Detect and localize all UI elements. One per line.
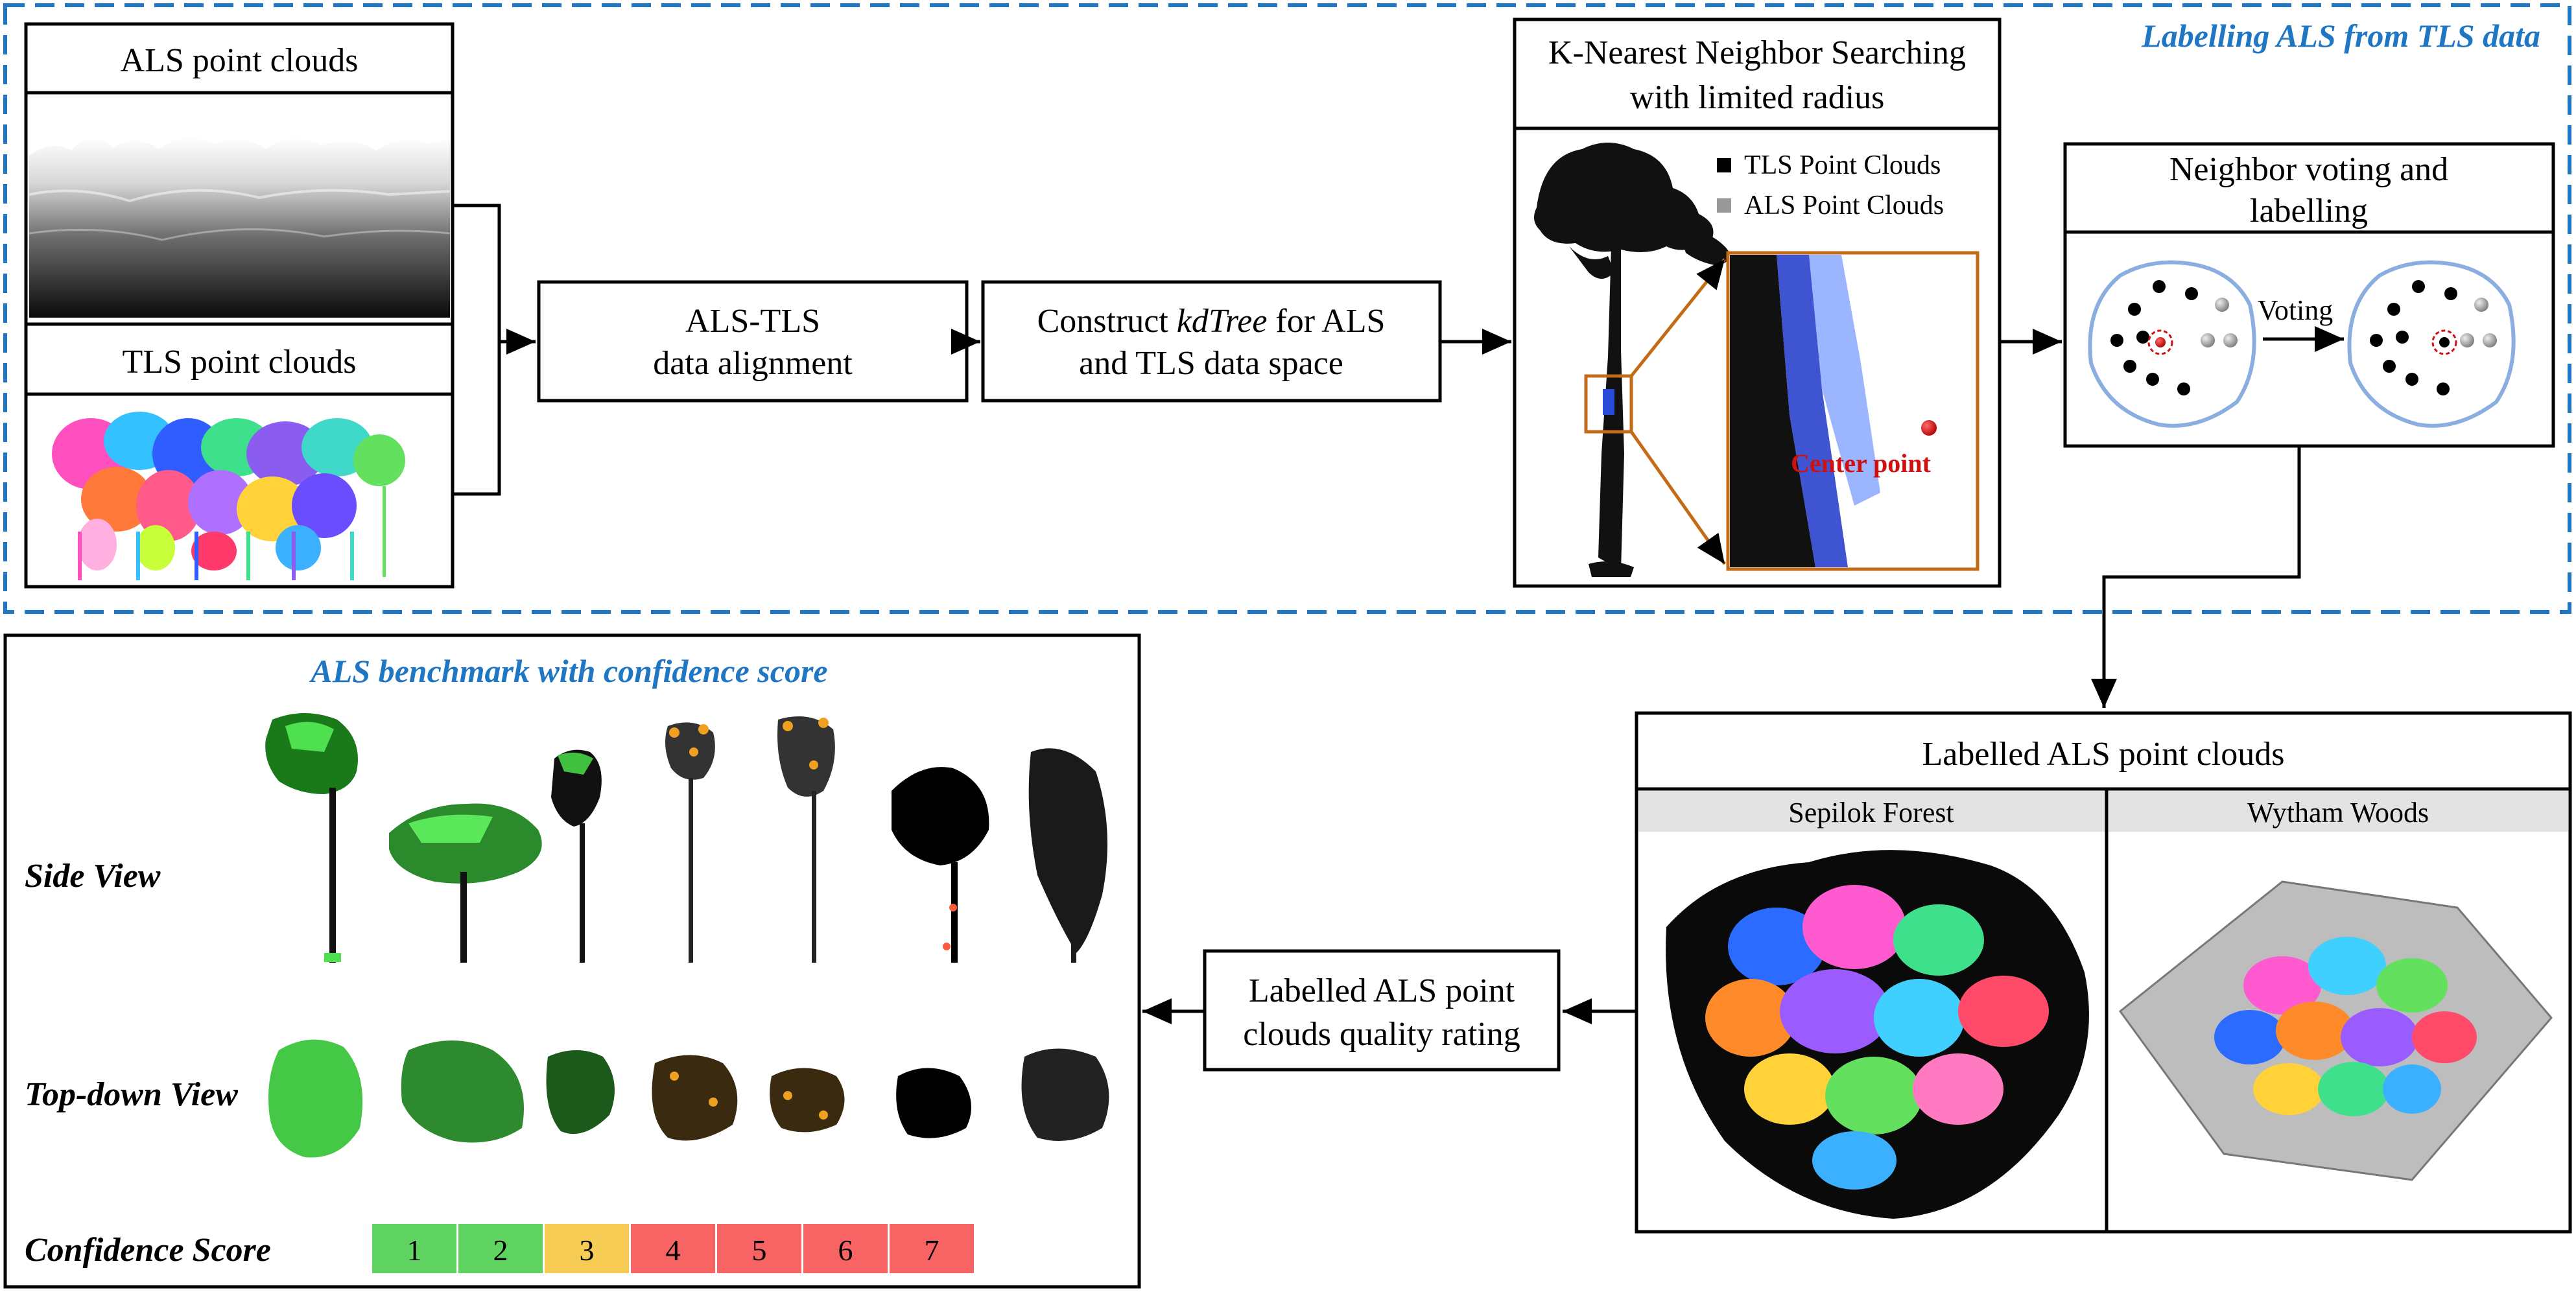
- side-tree-1: [265, 713, 358, 963]
- kdtree-label-line2: and TLS data space: [1079, 345, 1343, 382]
- benchmark-title: ALS benchmark with confidence score: [309, 653, 827, 689]
- score-cell-6: [803, 1224, 888, 1273]
- sepilok-forest-point-cloud: [1666, 850, 2089, 1219]
- topdown-tree-4: [652, 1055, 738, 1141]
- confidence-score-bar: 1 2 3 4 5 6 7: [372, 1224, 974, 1273]
- svg-text:Construct kdTree for ALS: Construct kdTree for ALS: [1037, 303, 1386, 340]
- knn-step-panel: K-Nearest Neighbor Searching with limite…: [1513, 18, 2002, 588]
- score-value-4: 4: [666, 1234, 681, 1267]
- als-input-panel: ALS point clouds: [24, 22, 455, 326]
- sepilok-forest-label: Sepilok Forest: [1788, 797, 1954, 828]
- side-tree-7: [1028, 748, 1107, 963]
- labelling-region-title: Labelling ALS from TLS data: [2141, 18, 2540, 54]
- alignment-step-box: ALS-TLS data alignment: [537, 280, 969, 403]
- score-value-6: 6: [838, 1234, 853, 1267]
- score-cell-3: [545, 1224, 629, 1273]
- voting-step-panel: Neighbor voting and labelling Voting: [2063, 142, 2555, 448]
- tls-point-cloud-image: [52, 412, 405, 580]
- tls-input-panel: TLS point clouds: [24, 322, 455, 589]
- als-point-cloud-image: [29, 137, 451, 318]
- legend-tls-label: TLS Point Clouds: [1744, 150, 1941, 180]
- zoom-line-bottom: [1629, 430, 1727, 565]
- kdtree-step-box: Construct kdTree for ALS and TLS data sp…: [981, 280, 1442, 403]
- score-cell-4: [631, 1224, 715, 1273]
- als-input-label: ALS point clouds: [121, 42, 359, 79]
- neighborhood-after-voting: [2347, 260, 2516, 428]
- side-tree-2: [389, 803, 542, 963]
- score-value-7: 7: [925, 1234, 939, 1267]
- voting-title-line1: Neighbor voting and: [2169, 151, 2448, 188]
- confidence-score-label: Confidence Score: [25, 1232, 271, 1269]
- alignment-label-line2: data alignment: [653, 345, 853, 382]
- side-view-label: Side View: [25, 858, 161, 895]
- zoom-source-marker: [1584, 374, 1633, 434]
- voting-arrow-label: Voting: [2258, 294, 2334, 326]
- quality-rating-line2: clouds quality rating: [1243, 1016, 1520, 1053]
- labelling-region-frame: [3, 3, 2571, 614]
- input-merge-connector: [453, 204, 501, 496]
- topdown-tree-6: [896, 1068, 971, 1138]
- quality-rating-box: Labelled ALS point clouds quality rating: [1203, 949, 1561, 1072]
- score-value-5: 5: [752, 1234, 767, 1267]
- labelled-als-panel: Labelled ALS point clouds Sepilok Forest…: [1635, 711, 2572, 1234]
- neighborhood-before-voting: [2088, 260, 2256, 428]
- quality-rating-line1: Labelled ALS point: [1249, 972, 1515, 1009]
- wytham-woods-point-cloud: [2118, 880, 2553, 1181]
- score-value-2: 2: [493, 1234, 508, 1267]
- alignment-label-line1: ALS-TLS: [685, 303, 820, 340]
- topdown-tree-1: [268, 1039, 363, 1158]
- topdown-tree-3: [546, 1050, 615, 1134]
- knn-title-line2: with limited radius: [1630, 79, 1885, 116]
- topdown-tree-7: [1021, 1048, 1109, 1141]
- benchmark-panel: ALS benchmark with confidence score Side…: [3, 633, 1141, 1289]
- side-tree-6: [892, 767, 989, 963]
- score-cell-5: [717, 1224, 801, 1273]
- center-point-label: Center point: [1791, 449, 1932, 478]
- labelled-als-title: Labelled ALS point clouds: [1922, 736, 2285, 773]
- knn-title-line1: K-Nearest Neighbor Searching: [1548, 34, 1966, 71]
- legend-tls-swatch: [1717, 158, 1731, 172]
- arrow-to-labelled-als: [2091, 446, 2301, 708]
- tls-tree-silhouette: [1534, 143, 1730, 577]
- top-down-view-label: Top-down View: [25, 1076, 238, 1113]
- kdtree-label-italic: kdTree: [1177, 303, 1268, 340]
- zoom-inset: Center point: [1726, 251, 1979, 571]
- voting-title-line2: labelling: [2250, 193, 2368, 229]
- topdown-tree-2: [401, 1040, 524, 1143]
- top-down-trees: [268, 1039, 1109, 1158]
- score-value-1: 1: [407, 1234, 422, 1267]
- kdtree-label-suffix: for ALS: [1267, 303, 1385, 340]
- side-tree-4: [665, 722, 715, 963]
- score-cell-2: [458, 1224, 543, 1273]
- score-cell-1: [372, 1224, 456, 1273]
- score-value-3: 3: [580, 1234, 595, 1267]
- side-tree-5: [777, 716, 835, 963]
- tls-input-label: TLS point clouds: [122, 344, 356, 381]
- kdtree-label-prefix: Construct: [1037, 303, 1177, 340]
- topdown-tree-5: [770, 1068, 845, 1133]
- side-tree-3: [551, 749, 602, 963]
- wytham-woods-label: Wytham Woods: [2247, 797, 2429, 828]
- legend-als-label: ALS Point Clouds: [1744, 191, 1944, 220]
- zoom-line-top: [1630, 258, 1726, 377]
- legend-als-swatch: [1717, 198, 1731, 213]
- side-view-trees: [265, 713, 1107, 963]
- score-cell-7: [890, 1224, 974, 1273]
